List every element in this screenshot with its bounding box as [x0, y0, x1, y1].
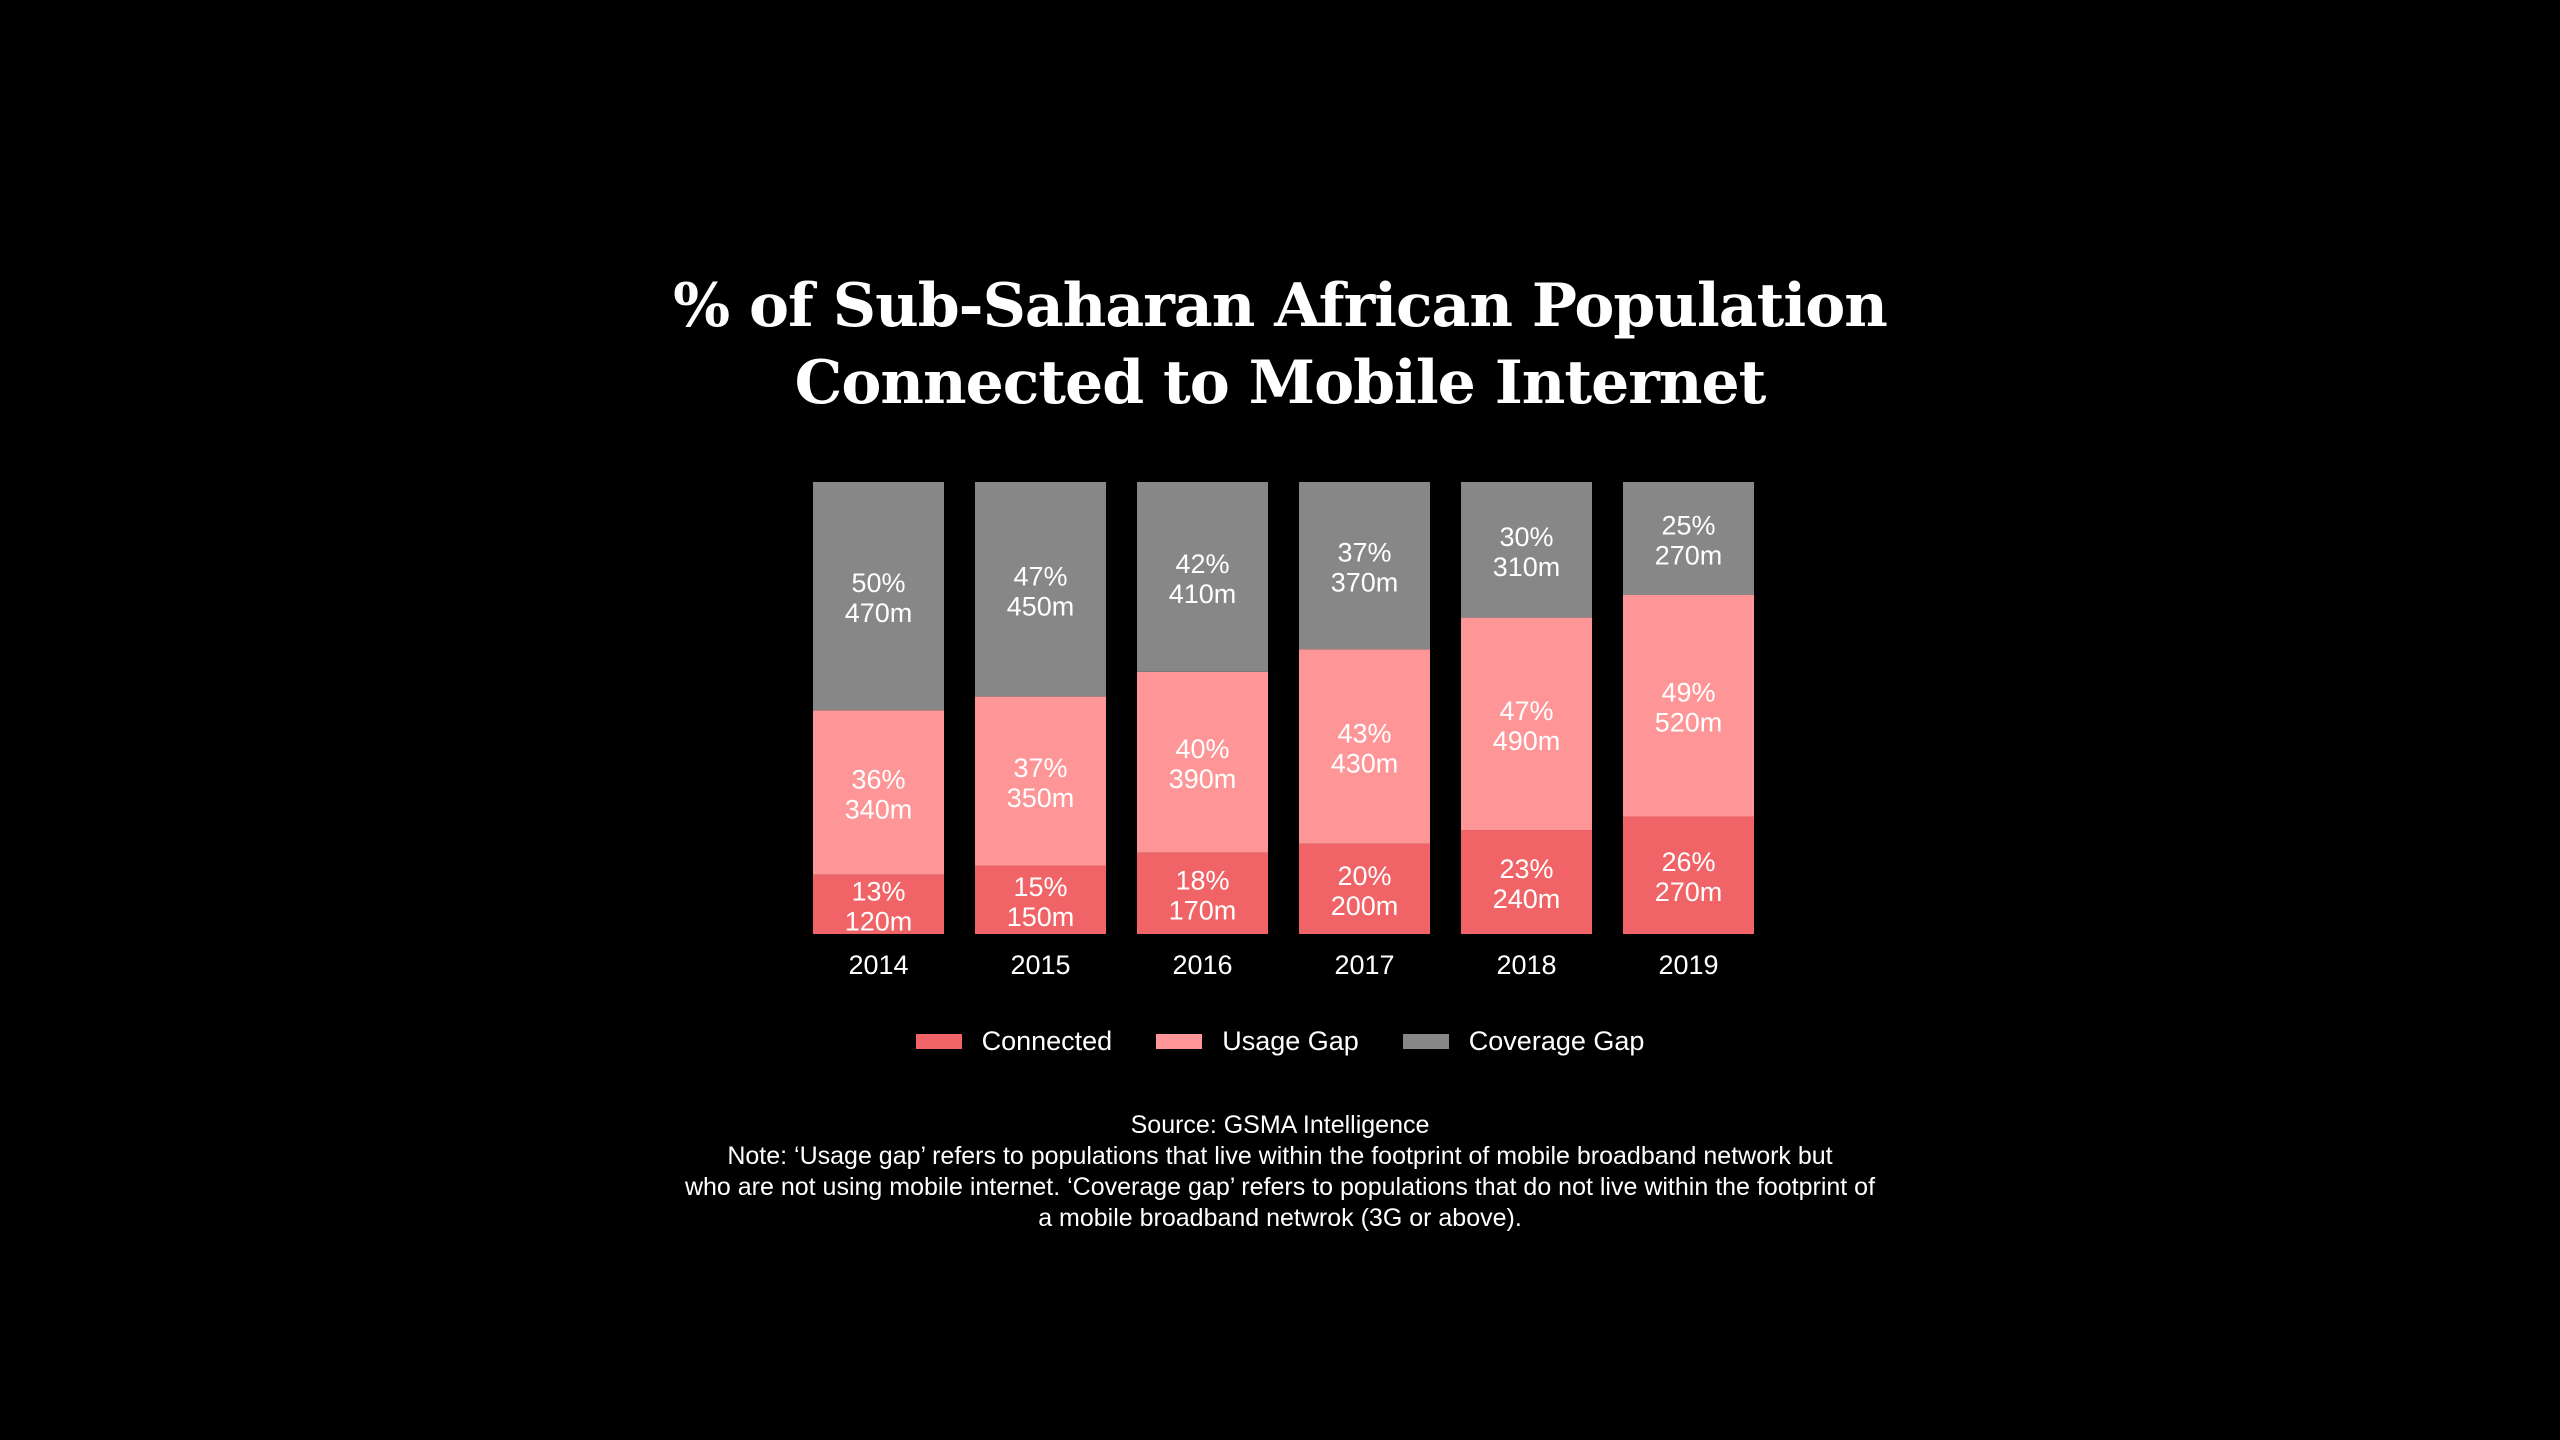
data-label-population: 200m [1331, 891, 1399, 921]
legend: Connected Usage Gap Coverage Gap [0, 1026, 2560, 1057]
data-label-population: 150m [1007, 902, 1075, 932]
source-notes: Source: GSMA Intelligence Note: ‘Usage g… [0, 1110, 2560, 1234]
data-label-population: 390m [1169, 764, 1237, 794]
data-label-population: 430m [1331, 748, 1399, 778]
source-text: Source: GSMA Intelligence [1130, 1111, 1430, 1139]
bar-segment-usage-gap [1623, 595, 1754, 817]
bar-segment-usage-gap [1137, 671, 1268, 853]
data-label-population: 490m [1493, 726, 1561, 756]
data-label-percent: 18% [1175, 865, 1229, 895]
bar-segment-usage-gap [975, 696, 1106, 866]
data-label-population: 520m [1655, 708, 1723, 738]
data-label-percent: 20% [1337, 861, 1391, 891]
legend-label: Usage Gap [1222, 1026, 1359, 1056]
data-label-percent: 40% [1175, 734, 1229, 764]
legend-label: Coverage Gap [1468, 1026, 1645, 1056]
bar-segment-connected [1137, 852, 1268, 934]
bar-segment-coverage-gap [1461, 482, 1592, 618]
data-label-population: 270m [1655, 541, 1723, 571]
legend-label: Connected [981, 1026, 1113, 1056]
legend-item-connected: Connected [915, 1026, 1113, 1057]
data-label-population: 340m [845, 794, 913, 824]
x-tick-label: 2016 [1172, 950, 1232, 980]
legend-item-coverage-gap: Coverage Gap [1402, 1026, 1645, 1057]
data-label-population: 450m [1007, 591, 1075, 621]
data-label-percent: 30% [1499, 522, 1553, 552]
data-label-percent: 15% [1013, 872, 1067, 902]
data-label-percent: 37% [1337, 538, 1391, 568]
data-label-percent: 25% [1661, 511, 1715, 541]
x-tick-label: 2015 [1010, 950, 1070, 980]
data-label-percent: 23% [1499, 854, 1553, 884]
note-line: Note: ‘Usage gap’ refers to populations … [727, 1142, 1833, 1170]
data-label-percent: 42% [1175, 549, 1229, 579]
bar-segment-connected [975, 865, 1106, 934]
bar-segment-usage-gap [813, 710, 944, 875]
chart-title: % of Sub-Saharan African Population Conn… [0, 268, 2560, 422]
bar-segment-coverage-gap [1137, 482, 1268, 672]
data-label-population: 310m [1493, 552, 1561, 582]
data-label-percent: 43% [1337, 718, 1391, 748]
data-label-percent: 47% [1499, 696, 1553, 726]
title-line-1: % of Sub-Saharan African Population [673, 271, 1888, 341]
data-label-percent: 36% [851, 764, 905, 794]
legend-swatch-connected [915, 1034, 962, 1049]
bar-segment-connected [1461, 830, 1592, 934]
note-line: a mobile broadband netwrok (3G or above)… [1038, 1204, 1522, 1232]
data-label-population: 370m [1331, 568, 1399, 598]
data-label-population: 120m [845, 906, 913, 936]
bar-segment-coverage-gap [1623, 482, 1754, 595]
data-label-population: 470m [845, 598, 913, 628]
bar-segment-coverage-gap [1299, 482, 1430, 650]
data-label-percent: 37% [1013, 753, 1067, 783]
bar-segment-connected [1623, 816, 1754, 934]
bar-segment-coverage-gap [813, 482, 944, 711]
data-label-percent: 13% [851, 876, 905, 906]
legend-item-usage-gap: Usage Gap [1156, 1026, 1359, 1057]
bar-segment-usage-gap [1299, 649, 1430, 844]
data-label-population: 350m [1007, 783, 1075, 813]
data-label-percent: 50% [851, 568, 905, 598]
data-label-percent: 49% [1661, 678, 1715, 708]
x-tick-label: 2014 [848, 950, 908, 980]
legend-swatch-coverage-gap [1402, 1034, 1449, 1049]
data-label-percent: 26% [1661, 847, 1715, 877]
x-tick-label: 2018 [1496, 950, 1556, 980]
bar-segment-connected [813, 874, 944, 934]
bar-segment-usage-gap [1461, 617, 1592, 831]
legend-swatch-usage-gap [1156, 1034, 1203, 1049]
note-line: who are not using mobile internet. ‘Cove… [684, 1173, 1876, 1201]
title-line-2: Connected to Mobile Internet [794, 348, 1767, 418]
data-label-population: 170m [1169, 895, 1237, 925]
bar-segment-connected [1299, 843, 1430, 934]
data-label-population: 270m [1655, 877, 1723, 907]
data-label-population: 410m [1169, 579, 1237, 609]
x-tick-label: 2017 [1334, 950, 1394, 980]
data-label-population: 240m [1493, 884, 1561, 914]
bar-segment-coverage-gap [975, 482, 1106, 697]
data-label-percent: 47% [1013, 561, 1067, 591]
x-tick-label: 2019 [1658, 950, 1718, 980]
